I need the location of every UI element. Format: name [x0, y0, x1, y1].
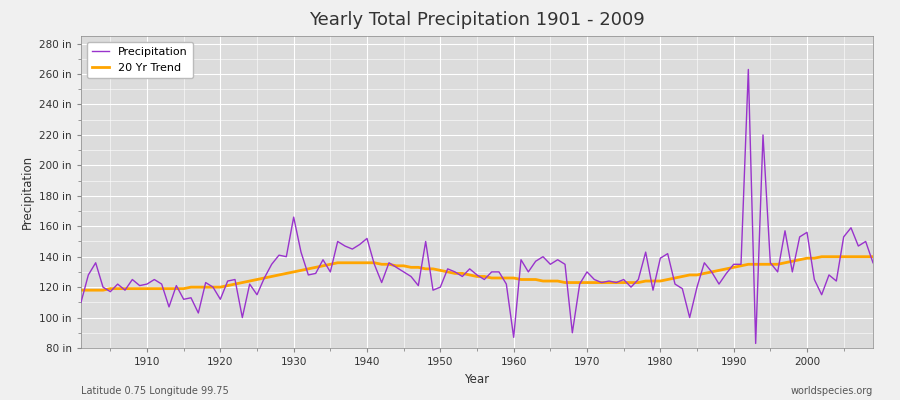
- 20 Yr Trend: [134, 286, 145, 291]
- Title: Yearly Total Precipitation 1901 - 2009: Yearly Total Precipitation 1901 - 2009: [309, 11, 645, 29]
- Precipitation: [742, 67, 753, 72]
- 20 Yr Trend: [501, 276, 512, 280]
- Line: 20 Yr Trend: 20 Yr Trend: [81, 257, 873, 290]
- Precipitation: [751, 341, 761, 346]
- Precipitation: [501, 282, 512, 286]
- Y-axis label: Precipitation: Precipitation: [21, 155, 34, 229]
- Precipitation: [508, 335, 519, 340]
- Precipitation: [76, 300, 86, 305]
- Precipitation: [134, 283, 145, 288]
- 20 Yr Trend: [868, 254, 878, 259]
- 20 Yr Trend: [295, 268, 306, 273]
- Line: Precipitation: Precipitation: [81, 70, 873, 344]
- 20 Yr Trend: [816, 254, 827, 259]
- Text: Latitude 0.75 Longitude 99.75: Latitude 0.75 Longitude 99.75: [81, 386, 229, 396]
- Precipitation: [597, 280, 608, 285]
- Legend: Precipitation, 20 Yr Trend: Precipitation, 20 Yr Trend: [86, 42, 193, 78]
- 20 Yr Trend: [339, 260, 350, 265]
- Text: worldspecies.org: worldspecies.org: [791, 386, 873, 396]
- 20 Yr Trend: [76, 288, 86, 292]
- 20 Yr Trend: [508, 276, 519, 280]
- X-axis label: Year: Year: [464, 372, 490, 386]
- Precipitation: [339, 244, 350, 248]
- 20 Yr Trend: [597, 280, 608, 285]
- Precipitation: [295, 250, 306, 254]
- Precipitation: [868, 260, 878, 265]
